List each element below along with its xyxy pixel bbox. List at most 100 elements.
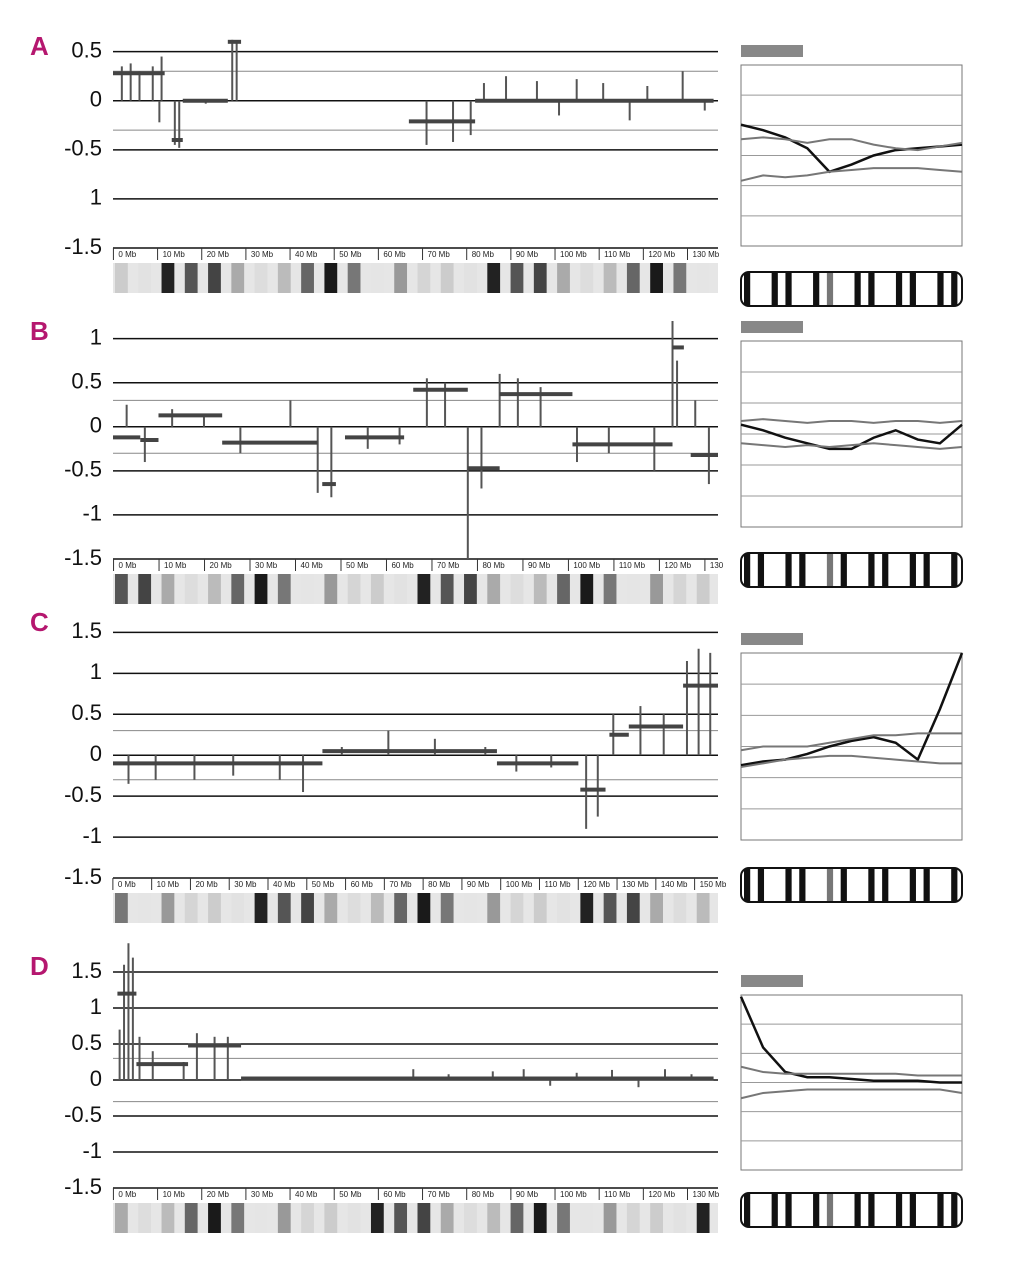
- ideogram-band: [324, 893, 338, 923]
- y-tick-label: -0.5: [64, 457, 102, 482]
- side-marker: [741, 633, 803, 645]
- chromosome-band: [868, 273, 875, 305]
- chromosome-band: [813, 1194, 820, 1226]
- chromosome-band: [937, 1194, 944, 1226]
- ideogram-band: [347, 893, 361, 923]
- x-tick-label: 130 Mb: [622, 880, 649, 889]
- chromosome-band: [744, 1194, 751, 1226]
- ideogram-band: [254, 893, 268, 923]
- chromosome-band: [799, 869, 806, 901]
- ideogram-band: [394, 1203, 408, 1233]
- ideogram-band: [208, 1203, 221, 1233]
- ideogram-band: [115, 263, 128, 293]
- ideogram-band: [115, 1203, 128, 1233]
- ideogram-band: [464, 893, 477, 923]
- y-tick-label: -1: [82, 1138, 102, 1163]
- y-tick-label: 0.5: [71, 369, 102, 394]
- x-tick-label: 110 Mb: [619, 561, 646, 570]
- x-tick-label: 90 Mb: [516, 1190, 539, 1199]
- chromosome-band: [882, 869, 889, 901]
- chromosome-band: [757, 869, 765, 901]
- x-tick-label: 60 Mb: [383, 1190, 406, 1199]
- ideogram-band: [580, 893, 594, 923]
- ideogram-band: [603, 263, 617, 293]
- profile-line: [739, 996, 962, 1084]
- ideogram-band: [231, 574, 245, 604]
- y-tick-label: -1.5: [64, 234, 102, 259]
- ideogram-band: [370, 574, 384, 604]
- y-tick-label: 0: [90, 1066, 102, 1091]
- y-tick-label: 0: [90, 741, 102, 766]
- x-tick-label: 100 Mb: [573, 561, 600, 570]
- chromosome-band: [744, 273, 751, 305]
- chromosome-band: [909, 554, 916, 586]
- side-marker: [741, 975, 803, 987]
- y-tick-label: -1.5: [64, 545, 102, 570]
- profile-line: [740, 1065, 962, 1077]
- chromosome-band: [826, 869, 834, 901]
- ideogram-band: [347, 1203, 361, 1233]
- y-tick-label: 1: [90, 659, 102, 684]
- chromosome-band: [813, 273, 820, 305]
- chromosome-band: [854, 273, 861, 305]
- chromosome-band: [826, 273, 834, 305]
- x-tick-label: 60 Mb: [351, 880, 374, 889]
- chromosome: [740, 1192, 963, 1228]
- ideogram-band: [580, 263, 594, 293]
- chromosome-band: [951, 554, 958, 586]
- chromosome-band: [785, 1194, 792, 1226]
- y-tick-label: 1: [90, 185, 102, 210]
- y-tick-label: 0.5: [71, 37, 102, 62]
- ideogram-band: [557, 574, 570, 604]
- ideogram-band: [440, 263, 454, 293]
- chromosome-band: [757, 554, 765, 586]
- x-tick-label: 20 Mb: [207, 1190, 230, 1199]
- x-tick-label: 40 Mb: [295, 250, 318, 259]
- x-tick-label: 70 Mb: [428, 250, 451, 259]
- ideogram-band: [347, 574, 361, 604]
- ideogram-band: [138, 893, 152, 923]
- chromosome-band: [951, 273, 958, 305]
- ideogram-band: [394, 574, 408, 604]
- ideogram-band: [347, 263, 361, 293]
- chromosome: [740, 867, 963, 903]
- ideogram-band: [301, 263, 314, 293]
- chromosome-band: [909, 273, 916, 305]
- ideogram-band: [603, 893, 617, 923]
- profile-line: [740, 136, 963, 152]
- profile-line: [740, 1088, 963, 1100]
- x-tick-label: 100 Mb: [560, 1190, 587, 1199]
- ideogram-band: [696, 1203, 710, 1233]
- x-tick-label: 80 Mb: [482, 561, 505, 570]
- ideogram-band: [254, 1203, 268, 1233]
- chromosome-band: [951, 1194, 958, 1226]
- y-tick-label: -1: [82, 501, 102, 526]
- chromosome-band: [937, 273, 944, 305]
- x-tick-label: 70 Mb: [389, 880, 412, 889]
- chromosome: [740, 552, 963, 588]
- y-tick-label: -1: [82, 823, 102, 848]
- ideogram-band: [370, 1203, 384, 1233]
- ideogram-band: [650, 1203, 663, 1233]
- x-tick-label: 70 Mb: [437, 561, 460, 570]
- ideogram-band: [487, 893, 501, 923]
- ideogram-band: [673, 263, 687, 293]
- y-tick-label: 0.5: [71, 700, 102, 725]
- y-tick-label: 0.5: [71, 1030, 102, 1055]
- x-tick-label: 130 Mb: [693, 250, 720, 259]
- x-tick-label: 50 Mb: [339, 250, 362, 259]
- ideogram-band: [254, 263, 268, 293]
- chromosome-band: [785, 869, 792, 901]
- x-tick-label: 100 Mb: [506, 880, 533, 889]
- ideogram-band: [533, 1203, 547, 1233]
- x-tick-label: 140 Mb: [661, 880, 688, 889]
- ideogram-band: [603, 1203, 617, 1233]
- chromosome-band: [951, 869, 958, 901]
- chromosome-band: [840, 869, 847, 901]
- x-tick-label: 90 Mb: [516, 250, 539, 259]
- chromosome-band: [744, 554, 751, 586]
- ideogram-band: [533, 263, 547, 293]
- chromosome-band: [923, 869, 930, 901]
- ideogram-band: [626, 893, 640, 923]
